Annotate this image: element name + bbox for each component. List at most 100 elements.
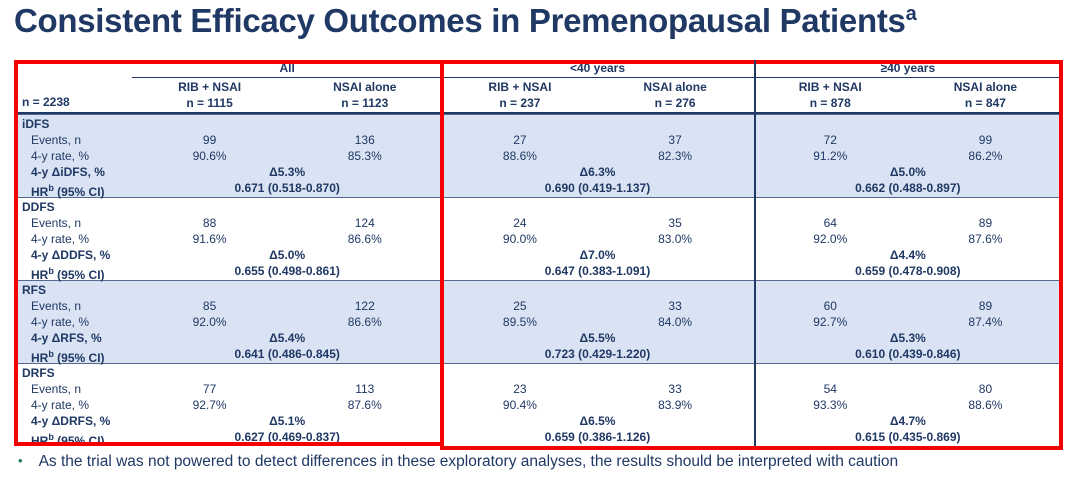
value-cell: 83.9%: [658, 398, 693, 412]
row-label: 4-y rate, %: [31, 149, 90, 163]
hr-value-cell: 0.610 (0.439-0.846): [855, 347, 961, 361]
hr-value-cell: 0.659 (0.478-0.908): [855, 264, 961, 278]
value-cell: 60: [823, 299, 837, 313]
row-label: Events, n: [31, 216, 82, 230]
row-rate: 4-y rate, % 90.6% 85.3% 88.6% 82.3% 91.2% 86.2…: [14, 148, 1063, 164]
column-group-label: <40 years: [442, 60, 753, 78]
delta-value-cell: Δ4.7%: [889, 414, 926, 428]
value-cell: 80: [978, 382, 993, 396]
column-group-label: All: [132, 60, 443, 78]
row-label: Events, n: [31, 299, 82, 313]
value-cell: 88: [202, 216, 217, 230]
delta-value-cell: Δ7.0%: [579, 248, 616, 262]
page-title: Consistent Efficacy Outcomes in Premenop…: [14, 2, 917, 40]
section-drfs: DRFS Events, n 77 113 23 33 54 80 4-y rate, % 92.…: [14, 363, 1063, 446]
arm-name: RIB + NSAI: [178, 80, 242, 94]
page-title-text: Consistent Efficacy Outcomes in Premenop…: [14, 2, 906, 39]
hr-value-cell: 0.723 (0.429-1.220): [544, 347, 651, 361]
total-n-label: n = 2238: [22, 95, 70, 109]
value-cell: 89: [978, 216, 993, 230]
value-cell: 84.0%: [658, 315, 693, 329]
value-cell: 92.0%: [192, 315, 227, 329]
value-cell: 113: [355, 382, 375, 396]
section-title-row: RFS: [14, 282, 1063, 298]
section-title-row: DRFS: [14, 365, 1063, 381]
value-cell: 23: [513, 382, 527, 396]
value-cell: 90.4%: [502, 398, 537, 412]
delta-value-cell: Δ5.3%: [889, 331, 926, 345]
arm-column-header: RIB + NSAI n = 878: [753, 78, 908, 112]
value-cell: 33: [668, 299, 682, 313]
arm-n: n = 237: [499, 96, 541, 110]
delta-value-cell: Δ5.1%: [269, 414, 306, 428]
arm-headers: RIB + NSAI n = 1115 NSAI alone n = 1123: [132, 78, 442, 112]
column-group-under40: <40 years RIB + NSAI n = 237 NSAI alone n = …: [442, 60, 753, 112]
hr-value-cell: 0.615 (0.435-0.869): [855, 430, 961, 444]
section-title: DDFS: [22, 200, 55, 214]
column-group-over40: ≥40 years RIB + NSAI n = 878 NSAI alone n = …: [752, 60, 1063, 112]
arm-n: n = 1123: [341, 96, 389, 110]
value-cell: 54: [823, 382, 837, 396]
delta-value-cell: Δ5.5%: [579, 331, 616, 345]
column-group-label: ≥40 years: [752, 60, 1063, 78]
footnote-text: As the trial was not powered to detect d…: [38, 453, 899, 470]
value-cell: 83.0%: [658, 232, 693, 246]
value-cell: 82.3%: [658, 149, 693, 163]
arm-n: n = 1115: [186, 96, 233, 110]
hr-value-cell: 0.647 (0.383-1.091): [544, 264, 651, 278]
value-cell: 64: [823, 216, 837, 230]
value-cell: 85.3%: [347, 149, 382, 163]
row-label: HRb (95% CI): [31, 183, 105, 199]
row-hr: HRb (95% CI) 0.627 (0.469-0.837) 0.659 (0.…: [14, 429, 1063, 446]
delta-value-cell: Δ5.0%: [269, 248, 306, 262]
value-cell: 27: [513, 133, 527, 147]
hr-value-cell: 0.662 (0.488-0.897): [855, 181, 961, 195]
row-label: 4-y ΔDRFS, %: [31, 414, 111, 428]
arm-headers: RIB + NSAI n = 878 NSAI alone n = 847: [753, 78, 1063, 112]
arm-n: n = 847: [964, 96, 1006, 110]
row-events: Events, n 85 122 25 33 60 89: [14, 298, 1063, 314]
row-label: Events, n: [31, 133, 82, 147]
arm-column-header: RIB + NSAI n = 1115: [132, 78, 287, 112]
row-label: 4-y ΔiDFS, %: [31, 165, 105, 179]
hr-value-cell: 0.659 (0.386-1.126): [544, 430, 651, 444]
value-cell: 72: [823, 133, 837, 147]
arm-column-header: NSAI alone n = 847: [908, 78, 1063, 112]
row-events: Events, n 77 113 23 33 54 80: [14, 381, 1063, 397]
row-label: HRb (95% CI): [31, 432, 105, 446]
value-cell: 136: [354, 133, 375, 147]
value-cell: 35: [668, 216, 682, 230]
table-header: n = 2238 All RIB + NSAI n = 1115 NSAI alone n…: [14, 60, 1063, 114]
value-cell: 90.0%: [502, 232, 537, 246]
value-cell: 92.0%: [813, 232, 848, 246]
footnote: • As the trial was not powered to detect …: [18, 453, 898, 471]
efficacy-outcomes-table: n = 2238 All RIB + NSAI n = 1115 NSAI alone n…: [14, 60, 1063, 452]
row-label: 4-y rate, %: [31, 315, 90, 329]
value-cell: 92.7%: [813, 315, 848, 329]
delta-value-cell: Δ4.4%: [889, 248, 926, 262]
value-cell: 88.6%: [968, 398, 1003, 412]
arm-name: RIB + NSAI: [488, 80, 552, 94]
row-delta: 4-y ΔDRFS, % Δ5.1% Δ6.5% Δ4.7%: [14, 413, 1063, 429]
title-footnote-marker: a: [905, 3, 917, 25]
table-grid: n = 2238 All RIB + NSAI n = 1115 NSAI alone n…: [14, 60, 1063, 446]
value-cell: 90.6%: [192, 149, 227, 163]
value-cell: 87.6%: [347, 398, 382, 412]
arm-name: NSAI alone: [333, 80, 397, 94]
hr-value-cell: 0.627 (0.469-0.837): [234, 430, 340, 444]
row-delta: 4-y ΔRFS, % Δ5.4% Δ5.5% Δ5.3%: [14, 330, 1063, 346]
row-events: Events, n 88 124 24 35 64 89: [14, 215, 1063, 231]
arm-name: NSAI alone: [953, 80, 1018, 94]
value-cell: 122: [354, 299, 375, 313]
row-label: HRb (95% CI): [31, 349, 105, 365]
value-cell: 86.6%: [347, 315, 382, 329]
hr-value-cell: 0.641 (0.486-0.845): [234, 347, 340, 361]
arm-headers: RIB + NSAI n = 237 NSAI alone n = 276: [442, 78, 752, 112]
delta-value-cell: Δ6.3%: [579, 165, 616, 179]
section-ddfs: DDFS Events, n 88 124 24 35 64 89 4-y rate, % 91.…: [14, 197, 1063, 282]
hr-value-cell: 0.690 (0.419-1.137): [544, 181, 651, 195]
row-hr: HRb (95% CI) 0.671 (0.518-0.870) 0.690 (0.…: [14, 180, 1063, 199]
arm-column-header: NSAI alone n = 1123: [287, 78, 442, 112]
value-cell: 33: [668, 382, 682, 396]
row-rate: 4-y rate, % 91.6% 86.6% 90.0% 83.0% 92.0% 87.6…: [14, 231, 1063, 247]
